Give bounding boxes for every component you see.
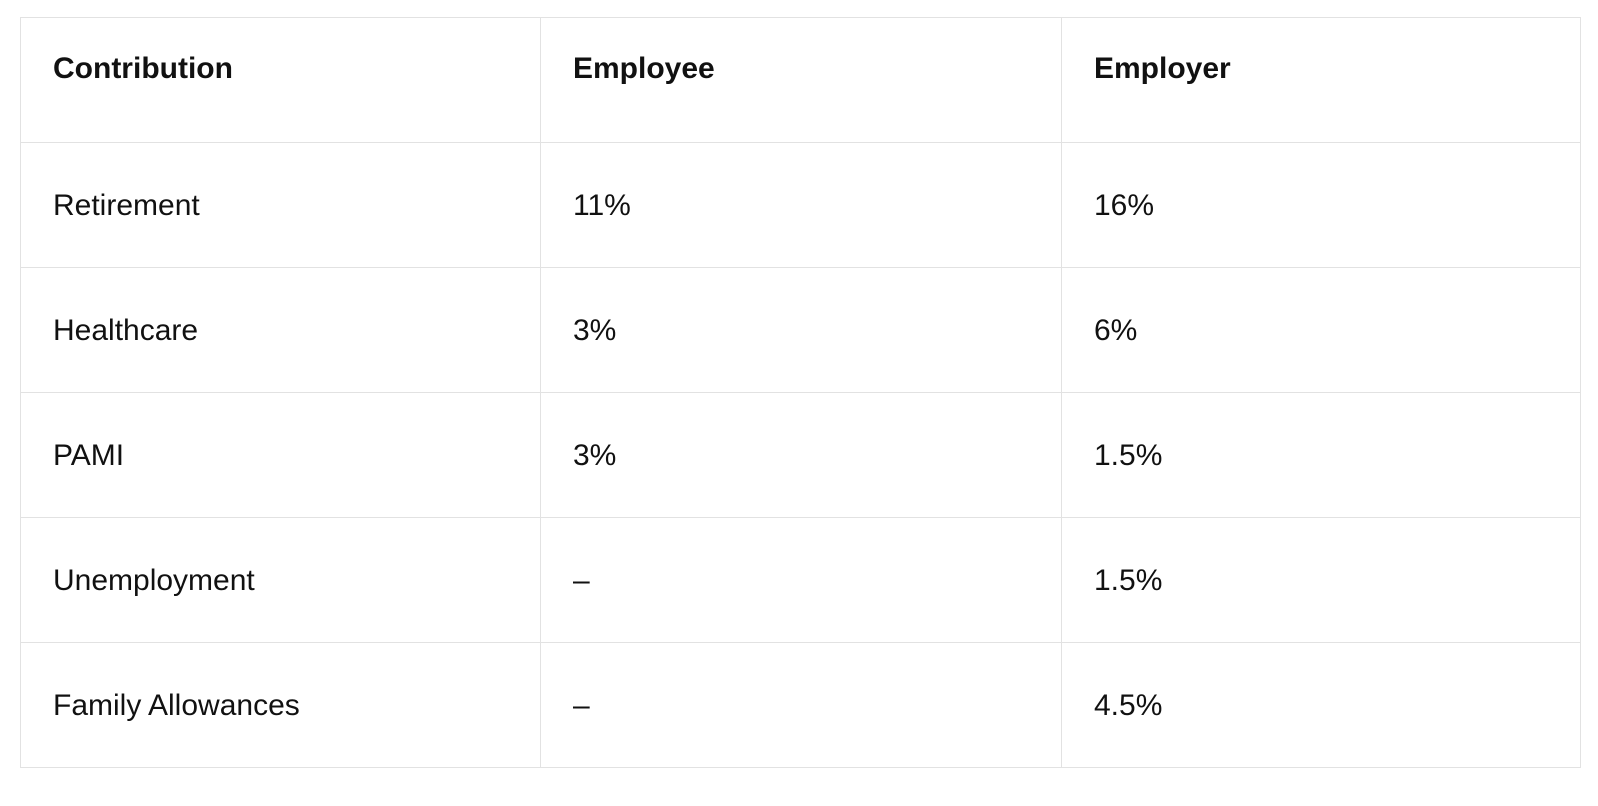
table-cell: 1.5% — [1061, 517, 1581, 643]
table-cell: Healthcare — [20, 267, 541, 393]
table-row: Family Allowances –4.5% — [20, 642, 1581, 768]
table-cell: 4.5% — [1061, 642, 1581, 768]
table-cell: 3% — [540, 267, 1062, 393]
contribution-table: Contribution Employee Employer Retirement 1… — [20, 17, 1581, 768]
table-cell: PAMI — [20, 392, 541, 518]
table-cell: 11% — [540, 142, 1062, 268]
table-cell: Family Allowances — [20, 642, 541, 768]
table-cell: 3% — [540, 392, 1062, 518]
table-cell: 6% — [1061, 267, 1581, 393]
table-row: Healthcare 3% 6% — [20, 267, 1581, 393]
table-cell: Unemployment — [20, 517, 541, 643]
table-cell: – — [540, 642, 1062, 768]
table-row: Unemployment –1.5% — [20, 517, 1581, 643]
header-cell: Employee — [540, 17, 1062, 143]
table-header: Contribution Employee Employer — [20, 17, 1581, 143]
table-body: Retirement 11% 16% Healthcare 3% 6% PAMI 3% 1.5%… — [20, 142, 1581, 768]
table-cell: Retirement — [20, 142, 541, 268]
header-row: Contribution Employee Employer — [20, 17, 1581, 143]
table-row: Retirement 11% 16% — [20, 142, 1581, 268]
table-cell: 16% — [1061, 142, 1581, 268]
header-cell: Employer — [1061, 17, 1581, 143]
header-cell: Contribution — [20, 17, 541, 143]
table-cell: 1.5% — [1061, 392, 1581, 518]
table-cell: – — [540, 517, 1062, 643]
table-row: PAMI 3% 1.5% — [20, 392, 1581, 518]
